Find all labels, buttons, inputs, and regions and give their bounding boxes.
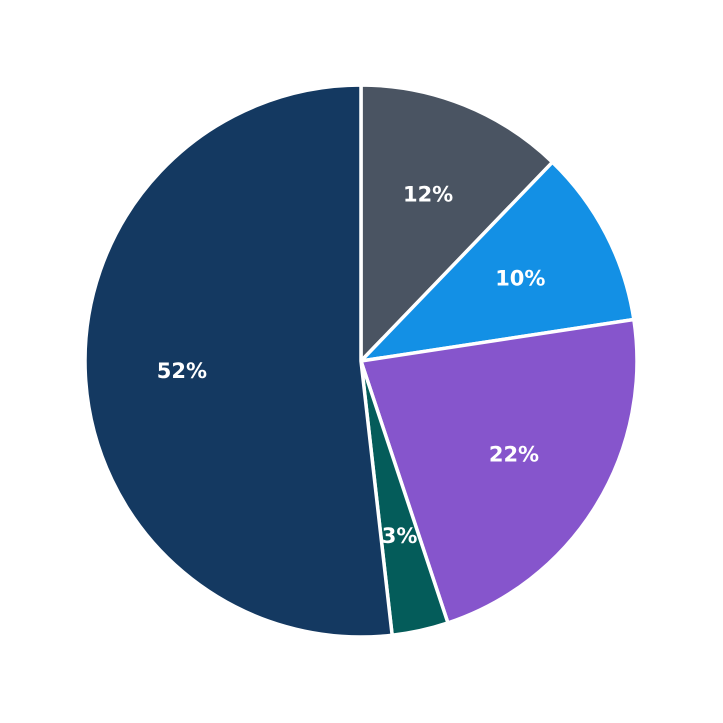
pie-labels: 12% 10% 22% 3% 52% — [157, 183, 546, 549]
pie-slice — [359, 160, 636, 363]
slice-percent-label: 52% — [157, 359, 207, 383]
pie-slice — [83, 83, 394, 639]
pie-slices — [83, 83, 639, 639]
pie-slice — [359, 83, 555, 363]
slice-percent-label: 3% — [382, 524, 418, 548]
slice-percent-label: 10% — [495, 267, 545, 291]
slice-percent-label: 12% — [403, 183, 453, 207]
pie-slice — [359, 317, 639, 625]
slice-percent-label: 22% — [489, 443, 539, 467]
